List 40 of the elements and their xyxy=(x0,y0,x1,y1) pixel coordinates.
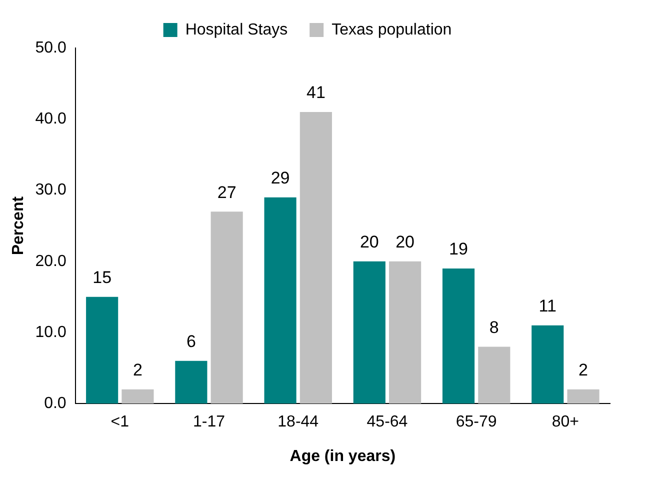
bar xyxy=(532,325,564,404)
bar xyxy=(300,112,332,404)
x-tick-label: 80+ xyxy=(552,414,580,431)
y-tick-label: 40.0 xyxy=(35,110,66,128)
data-label: 2 xyxy=(578,360,588,380)
bar xyxy=(210,212,243,404)
x-axis-title: Age (in years) xyxy=(290,448,396,465)
data-label: 29 xyxy=(270,168,290,188)
x-tick-label: 18-44 xyxy=(278,414,319,431)
data-label: 6 xyxy=(186,332,196,352)
data-label: 27 xyxy=(217,182,236,202)
y-tick-label: 20.0 xyxy=(35,252,66,270)
data-label: 15 xyxy=(92,268,112,288)
data-label: 20 xyxy=(396,232,415,252)
bar xyxy=(353,261,386,404)
x-tick-label: 65-79 xyxy=(456,414,497,431)
data-label: 20 xyxy=(360,232,379,252)
bar xyxy=(442,268,475,404)
bar xyxy=(389,261,422,404)
y-tick-label: 30.0 xyxy=(35,182,66,199)
bar xyxy=(175,360,208,404)
data-label: 41 xyxy=(306,83,326,102)
data-label: 19 xyxy=(449,240,468,259)
data-label: 8 xyxy=(489,318,499,337)
data-label: 11 xyxy=(538,296,556,316)
legend-label: Texas population xyxy=(332,21,452,38)
bar xyxy=(264,197,296,404)
legend-label: Hospital Stays xyxy=(185,21,288,38)
x-tick-label: 1-17 xyxy=(192,414,226,431)
x-tick-label: 45-64 xyxy=(366,414,408,431)
x-tick-label: <1 xyxy=(110,414,130,431)
bar xyxy=(567,389,600,404)
bar xyxy=(86,296,118,404)
y-tick-label: 10.0 xyxy=(35,324,66,341)
bar xyxy=(122,389,154,404)
data-label: 2 xyxy=(132,360,142,380)
y-tick-label: 50.0 xyxy=(35,39,66,56)
bar xyxy=(478,346,510,404)
y-axis-title: Percent xyxy=(10,196,28,256)
y-tick-label: 0.0 xyxy=(44,395,66,412)
